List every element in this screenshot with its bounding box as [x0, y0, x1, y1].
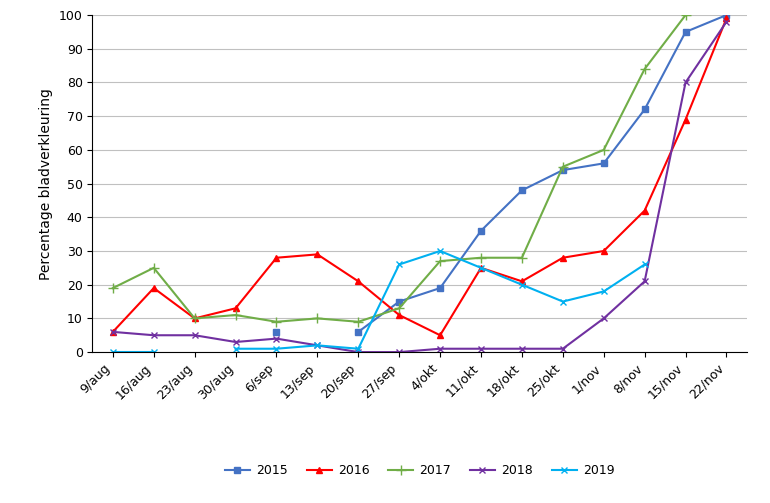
2018: [436, 346, 445, 352]
2018: [517, 346, 527, 352]
2016: [353, 278, 363, 284]
2018: [558, 346, 567, 352]
2016: [231, 305, 240, 311]
2016: [394, 312, 403, 318]
2017: [394, 305, 403, 311]
2017: [109, 285, 118, 291]
2018: [231, 339, 240, 345]
2019: [149, 349, 159, 355]
2019: [109, 349, 118, 355]
2017: [353, 319, 363, 325]
Line: 2016: 2016: [109, 15, 730, 339]
2017: [599, 147, 608, 153]
2018: [149, 332, 159, 338]
Line: 2018: 2018: [109, 18, 730, 356]
2016: [272, 255, 281, 261]
2017: [149, 265, 159, 271]
2018: [640, 278, 649, 284]
Line: 2019: 2019: [109, 349, 157, 356]
Legend: 2015, 2016, 2017, 2018, 2019: 2015, 2016, 2017, 2018, 2019: [219, 459, 620, 482]
2017: [436, 258, 445, 264]
2016: [313, 252, 322, 258]
2018: [109, 329, 118, 335]
2016: [517, 278, 527, 284]
2018: [272, 336, 281, 342]
2016: [599, 248, 608, 254]
2017: [272, 319, 281, 325]
2017: [640, 66, 649, 72]
2016: [640, 208, 649, 214]
2016: [681, 117, 690, 123]
Y-axis label: Percentage bladverkleuring: Percentage bladverkleuring: [39, 88, 53, 280]
2016: [149, 285, 159, 291]
2018: [721, 19, 731, 25]
2017: [517, 255, 527, 261]
2017: [231, 312, 240, 318]
2017: [190, 315, 199, 321]
2016: [109, 329, 118, 335]
2018: [681, 79, 690, 86]
2017: [477, 255, 486, 261]
2016: [436, 332, 445, 338]
2016: [558, 255, 567, 261]
2016: [721, 16, 731, 22]
2017: [558, 164, 567, 170]
2018: [313, 343, 322, 349]
2017: [681, 12, 690, 18]
2017: [313, 315, 322, 321]
2018: [190, 332, 199, 338]
2018: [394, 349, 403, 355]
2018: [353, 349, 363, 355]
2016: [190, 315, 199, 321]
2018: [599, 315, 608, 321]
2016: [477, 265, 486, 271]
Line: 2017: 2017: [108, 10, 691, 326]
2018: [477, 346, 486, 352]
